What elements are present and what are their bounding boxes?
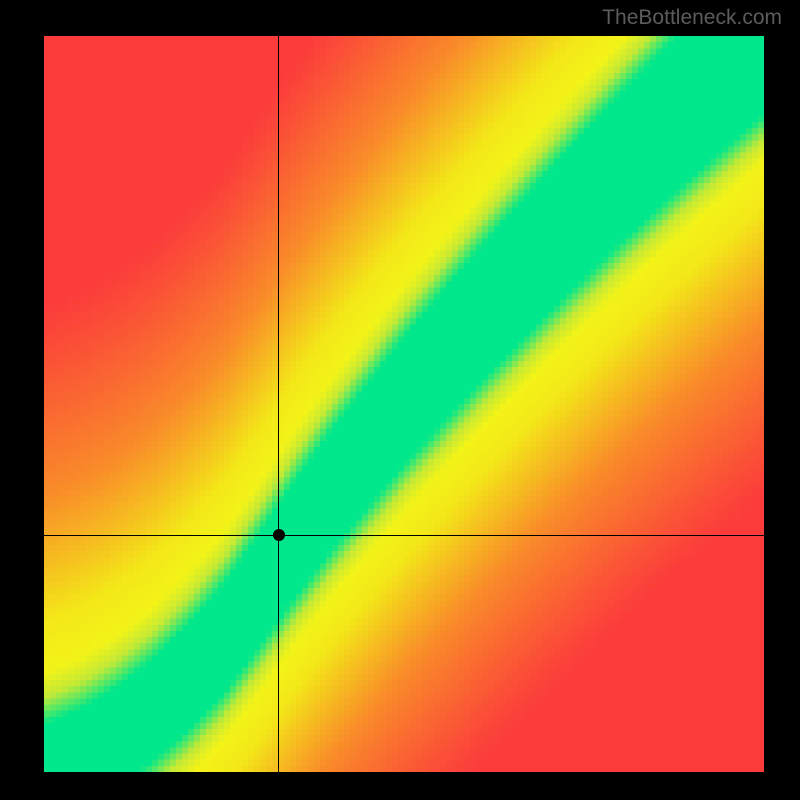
- crosshair-vertical: [278, 36, 279, 772]
- crosshair-marker: [273, 529, 285, 541]
- bottleneck-heatmap: [44, 36, 764, 772]
- watermark-text: TheBottleneck.com: [602, 6, 782, 30]
- chart-container: TheBottleneck.com: [0, 0, 800, 800]
- crosshair-horizontal: [44, 535, 764, 536]
